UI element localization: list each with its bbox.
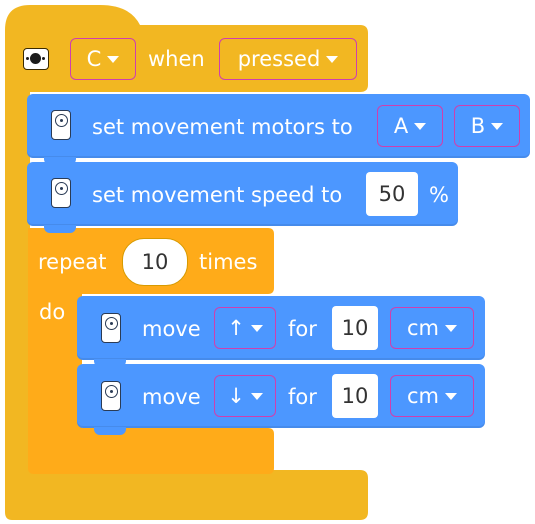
chevron-down-icon bbox=[445, 324, 457, 332]
motor-icon bbox=[51, 110, 71, 140]
force-sensor-icon bbox=[23, 48, 49, 70]
state-dropdown[interactable]: pressed bbox=[219, 38, 357, 80]
motor-a-dropdown[interactable]: A bbox=[377, 105, 443, 147]
chevron-down-icon bbox=[250, 392, 263, 400]
move-block-1[interactable] bbox=[77, 296, 485, 360]
set-movement-motors-block[interactable] bbox=[27, 94, 530, 158]
motor-a-value: A bbox=[393, 114, 409, 138]
motor-icon bbox=[101, 381, 121, 411]
move-1-for-label: for bbox=[288, 317, 317, 341]
do-label: do bbox=[39, 300, 66, 324]
set-speed-label: set movement speed to bbox=[92, 183, 343, 207]
motor-b-dropdown[interactable]: B bbox=[454, 105, 520, 147]
move-2-direction-value: ↓ bbox=[227, 384, 245, 408]
move-1-direction-value: ↑ bbox=[227, 316, 245, 340]
repeat-count-value: 10 bbox=[141, 250, 169, 274]
move-2-amount-value: 10 bbox=[341, 384, 369, 408]
motor-icon bbox=[101, 313, 121, 343]
move-2-for-label: for bbox=[288, 385, 317, 409]
move-2-amount-input[interactable]: 10 bbox=[332, 374, 378, 418]
set-motors-label: set movement motors to bbox=[92, 115, 353, 139]
port-dropdown-value: C bbox=[86, 47, 102, 71]
move-1-unit-value: cm bbox=[406, 316, 439, 340]
chevron-down-icon bbox=[445, 392, 457, 400]
block-notch bbox=[44, 225, 76, 233]
move-2-label: move bbox=[142, 385, 201, 409]
chevron-down-icon bbox=[414, 122, 427, 130]
motor-b-value: B bbox=[470, 114, 486, 138]
move-1-label: move bbox=[142, 317, 201, 341]
block-notch bbox=[44, 157, 76, 165]
move-1-amount-value: 10 bbox=[341, 316, 369, 340]
repeat-count-input[interactable]: 10 bbox=[122, 238, 188, 286]
move-block-2[interactable] bbox=[77, 364, 485, 428]
block-notch bbox=[94, 427, 126, 435]
move-1-direction-dropdown[interactable]: ↑ bbox=[214, 307, 276, 349]
when-label: when bbox=[148, 47, 205, 71]
move-2-direction-dropdown[interactable]: ↓ bbox=[214, 375, 276, 417]
chevron-down-icon bbox=[250, 324, 263, 332]
move-2-unit-dropdown[interactable]: cm bbox=[390, 375, 474, 417]
speed-input-value: 50 bbox=[378, 182, 406, 206]
port-dropdown[interactable]: C bbox=[70, 38, 136, 80]
speed-input[interactable]: 50 bbox=[366, 172, 418, 216]
repeat-label: repeat bbox=[38, 250, 107, 274]
chevron-down-icon bbox=[491, 122, 504, 130]
motor-icon bbox=[51, 178, 71, 208]
move-1-amount-input[interactable]: 10 bbox=[332, 306, 378, 350]
state-dropdown-value: pressed bbox=[237, 47, 321, 71]
chevron-down-icon bbox=[326, 55, 339, 63]
move-1-unit-dropdown[interactable]: cm bbox=[390, 307, 474, 349]
move-2-unit-value: cm bbox=[406, 384, 439, 408]
speed-unit-label: % bbox=[429, 183, 449, 207]
times-label: times bbox=[199, 250, 258, 274]
chevron-down-icon bbox=[107, 55, 120, 63]
block-notch bbox=[94, 359, 126, 367]
